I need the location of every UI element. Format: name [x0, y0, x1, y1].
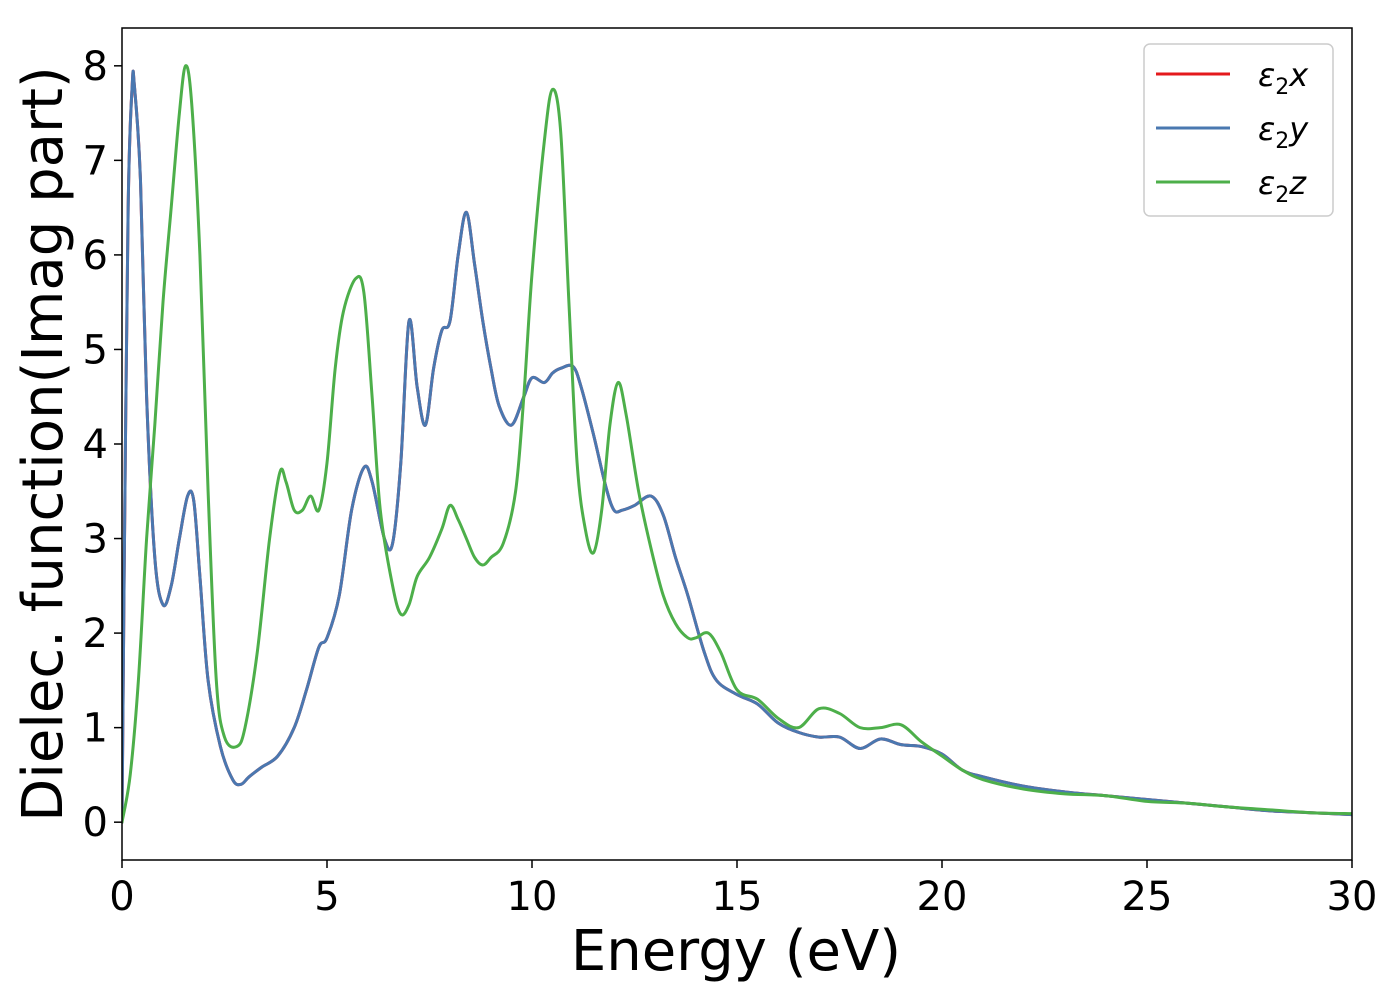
y-axis-label: Dielec. function(Imag part) [11, 66, 76, 822]
x-axis-label: Energy (eV) [571, 919, 901, 984]
x-tick-label: 10 [507, 874, 558, 920]
y-tick-label: 6 [83, 233, 108, 279]
y-tick-label: 1 [83, 706, 108, 752]
x-tick-label: 5 [314, 874, 339, 920]
y-tick-label: 5 [83, 327, 108, 373]
legend: ε2x ε2y ε2z [1143, 43, 1334, 217]
y-tick-label: 3 [83, 517, 108, 563]
series-line-e2z [122, 64, 1352, 824]
x-tick-label: 0 [109, 874, 134, 920]
y-tick-label: 2 [83, 611, 108, 657]
y-tick-label: 4 [83, 422, 108, 468]
x-tick-label: 20 [917, 874, 968, 920]
legend-box [1143, 43, 1334, 217]
x-tick-label: 25 [1122, 874, 1173, 920]
legend-label: ε2z [1258, 164, 1307, 208]
axes-layer: 0 5 10 15 20 25 30 0 1 2 3 4 5 6 7 8 [83, 27, 1378, 920]
x-tick-label: 15 [712, 874, 763, 920]
x-tick-label: 30 [1327, 874, 1378, 920]
legend-label: ε2y [1258, 110, 1309, 154]
series-layer [122, 64, 1352, 824]
series-line-e2y [122, 69, 1352, 824]
y-tick-label: 8 [83, 44, 108, 90]
legend-label: ε2x [1258, 56, 1309, 100]
y-tick-label: 0 [83, 800, 108, 846]
y-tick-label: 7 [83, 138, 108, 184]
